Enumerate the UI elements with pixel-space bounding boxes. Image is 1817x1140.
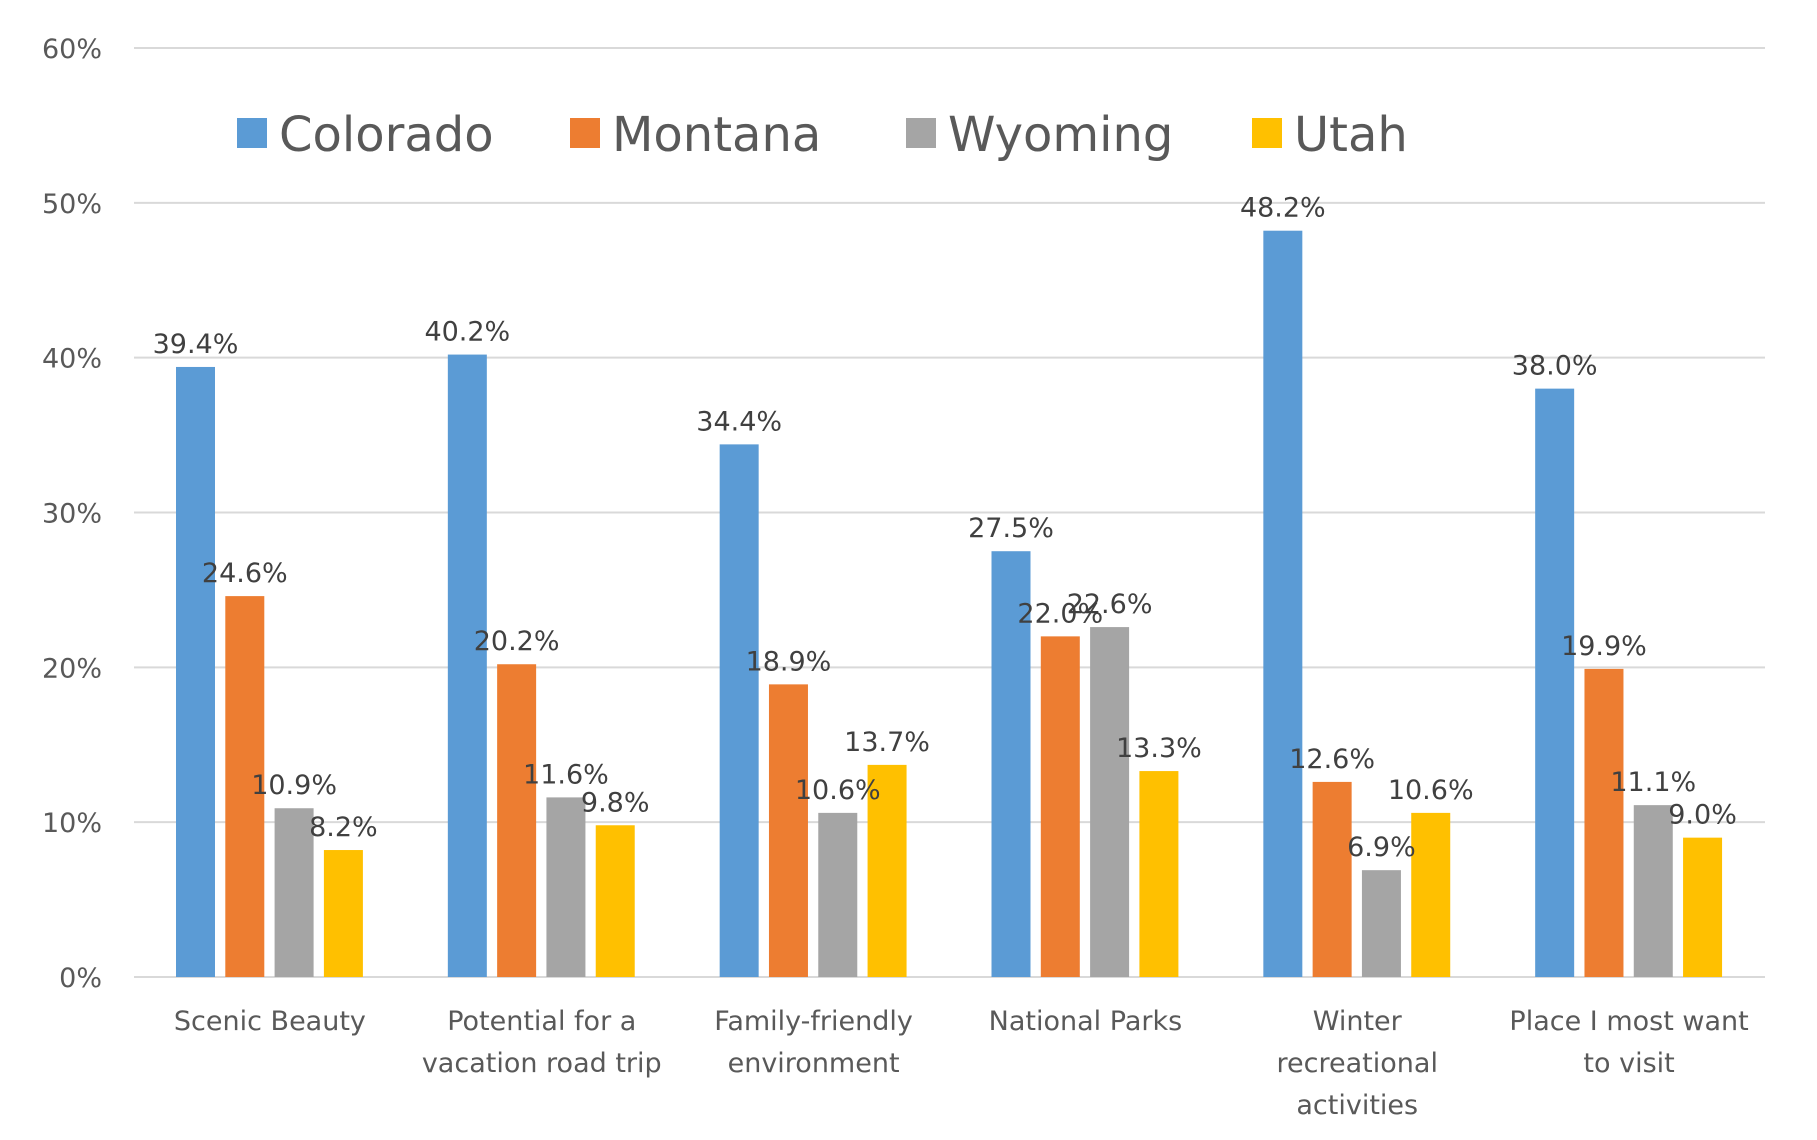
data-label: 38.0% <box>1512 351 1598 382</box>
legend: Colorado Montana Wyoming Utah <box>237 107 1408 163</box>
bar-colorado <box>1535 388 1575 978</box>
x-category-label: Place I most want <box>1509 1006 1748 1037</box>
y-tick-label: 10% <box>42 808 102 839</box>
x-category-label: Potential for a <box>447 1006 636 1037</box>
bar-wyoming <box>1090 627 1130 977</box>
bar-colorado <box>1263 230 1303 977</box>
gridlines <box>134 47 1765 978</box>
data-label: 12.6% <box>1289 744 1375 775</box>
bar-colorado <box>176 366 215 977</box>
x-category-label: vacation road trip <box>422 1048 662 1079</box>
bar-colorado <box>719 444 759 978</box>
bar-wyoming <box>274 808 314 977</box>
legend-swatch-utah <box>1252 118 1282 148</box>
data-label: 22.0% <box>1017 598 1103 629</box>
y-tick-label: 50% <box>42 189 102 220</box>
x-category-label: National Parks <box>989 1006 1183 1037</box>
x-category-label: Winter <box>1313 1006 1403 1037</box>
x-category-label: Scenic Beauty <box>174 1006 366 1037</box>
data-label: 8.2% <box>309 812 378 843</box>
bar-montana <box>1040 636 1080 977</box>
x-category-label: to visit <box>1583 1048 1674 1079</box>
legend-label-colorado: Colorado <box>279 107 494 163</box>
y-tick-label: 20% <box>42 653 102 684</box>
y-tick-label: 40% <box>42 344 102 375</box>
legend-swatch-colorado <box>237 118 267 148</box>
data-label: 13.7% <box>844 727 930 758</box>
x-category-label: recreational <box>1277 1048 1438 1079</box>
data-label: 13.3% <box>1116 733 1202 764</box>
data-label: 19.9% <box>1561 631 1647 662</box>
bar-montana <box>768 684 808 977</box>
y-tick-label: 30% <box>42 499 102 530</box>
bar-utah <box>1139 771 1179 977</box>
bar-montana <box>1584 668 1624 977</box>
legend-label-wyoming: Wyoming <box>948 107 1173 163</box>
data-label: 34.4% <box>696 406 782 437</box>
bar-utah <box>1411 812 1451 977</box>
bar-utah <box>867 764 907 977</box>
bar-colorado <box>991 551 1031 977</box>
data-label: 10.6% <box>1388 775 1474 806</box>
bar-utah <box>595 825 635 977</box>
y-tick-label: 0% <box>59 963 102 994</box>
bars <box>176 230 1723 978</box>
data-label: 9.0% <box>1668 800 1737 831</box>
data-label: 10.6% <box>795 775 881 806</box>
y-axis: 0% 10% 20% 30% 40% 50% 60% <box>42 34 102 994</box>
legend-label-montana: Montana <box>612 107 821 163</box>
data-label: 22.6% <box>1067 589 1153 620</box>
data-label: 9.8% <box>581 787 650 818</box>
y-tick-label: 60% <box>42 34 102 65</box>
data-label: 6.9% <box>1347 832 1416 863</box>
legend-swatch-wyoming <box>906 118 936 148</box>
data-label: 11.1% <box>1610 767 1696 798</box>
bar-utah <box>1683 837 1723 977</box>
bar-wyoming <box>1633 805 1673 977</box>
data-label: 39.4% <box>153 329 239 360</box>
bar-wyoming <box>1361 870 1401 977</box>
data-label: 27.5% <box>968 513 1054 544</box>
bar-colorado <box>447 354 487 977</box>
data-label: 24.6% <box>202 558 288 589</box>
legend-swatch-montana <box>570 118 600 148</box>
data-labels: 39.4% 40.2% 34.4% 27.5% 48.2% 38.0% 24.6% 20.2%… <box>153 193 1737 863</box>
bar-wyoming <box>818 812 858 977</box>
data-label: 20.2% <box>474 626 560 657</box>
x-category-label: activities <box>1296 1090 1418 1121</box>
data-label: 48.2% <box>1240 193 1326 224</box>
x-axis-categories: Scenic Beauty Potential for a vacation roa… <box>174 1006 1749 1121</box>
x-category-label: environment <box>728 1048 900 1079</box>
bar-montana <box>1312 781 1352 977</box>
x-category-label: Family-friendly <box>714 1006 913 1037</box>
bar-utah <box>323 850 363 977</box>
bar-montana <box>497 664 537 977</box>
legend-label-utah: Utah <box>1294 107 1408 163</box>
bar-montana <box>225 596 265 977</box>
data-label: 40.2% <box>424 317 510 348</box>
data-label: 18.9% <box>746 646 832 677</box>
data-label: 10.9% <box>251 770 337 801</box>
bar-wyoming <box>546 797 586 977</box>
data-label: 11.6% <box>523 759 609 790</box>
